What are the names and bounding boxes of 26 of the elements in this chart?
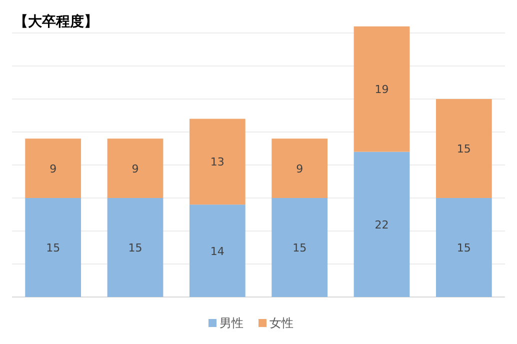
data-label: 15 [456, 142, 471, 156]
bar [272, 138, 328, 198]
data-label: 15 [292, 242, 307, 254]
data-label: 15 [128, 242, 142, 254]
bar [189, 118, 246, 205]
data-label: 15 [46, 242, 60, 254]
data-label: 22 [374, 218, 389, 232]
bar [436, 198, 492, 297]
bar [189, 204, 246, 297]
data-label: 14 [210, 244, 224, 258]
bar [107, 198, 164, 297]
legend-label: 女性 [270, 316, 294, 330]
legend-label: 男性 [220, 316, 244, 330]
bar [436, 99, 492, 198]
bar [272, 198, 328, 297]
data-label: 13 [210, 156, 224, 169]
bar [25, 198, 82, 297]
data-label: 9 [50, 162, 57, 176]
bar [354, 26, 410, 152]
bar [354, 152, 410, 297]
data-label: 15 [456, 242, 471, 254]
data-label: 9 [296, 162, 304, 176]
bar [107, 138, 164, 198]
data-label: 9 [132, 162, 139, 176]
bar [25, 138, 82, 198]
data-label: 19 [374, 83, 389, 96]
